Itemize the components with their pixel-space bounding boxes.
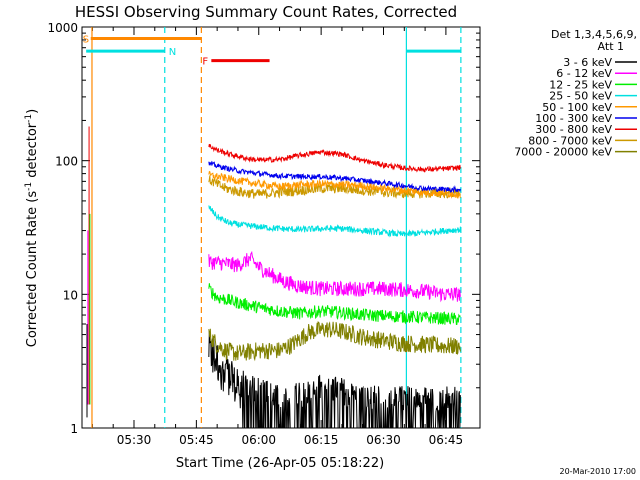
plot-area-frame bbox=[81, 26, 481, 429]
x-tick-label: 06:00 bbox=[241, 433, 276, 447]
y-tick-label: 1 bbox=[70, 422, 78, 436]
series-line-5 bbox=[208, 160, 461, 194]
svg-text:Corrected Count Rate (s-1 dete: Corrected Count Rate (s-1 detector-1) bbox=[24, 109, 40, 347]
x-axis-ticks: 05:30 05:45 06:00 06:15 06:30 06:45 bbox=[91, 27, 464, 447]
legend-label: 7000 - 20000 keV bbox=[514, 146, 612, 159]
chart-title: HESSI Observing Summary Count Rates, Cor… bbox=[75, 3, 457, 21]
x-tick-label: 05:45 bbox=[179, 433, 214, 447]
series-line-4 bbox=[208, 170, 461, 200]
series-line-3 bbox=[208, 205, 461, 238]
flag-bars: S N F bbox=[83, 35, 461, 68]
series-line-1 bbox=[208, 250, 461, 303]
series-line-0 bbox=[208, 330, 461, 429]
x-tick-label: 06:45 bbox=[429, 433, 464, 447]
legend-label: 25 - 50 keV bbox=[549, 90, 612, 103]
legend-label: 50 - 100 keV bbox=[542, 101, 612, 114]
y-tick-label: 10 bbox=[63, 288, 78, 302]
footer-stamp: 20-Mar-2010 17:00 bbox=[560, 467, 637, 476]
interval-boundaries bbox=[86, 27, 462, 428]
flag-label-s: S bbox=[83, 35, 89, 46]
series-lines bbox=[208, 143, 461, 429]
x-tick-label: 06:15 bbox=[304, 433, 339, 447]
legend-label: 3 - 6 keV bbox=[563, 56, 612, 69]
flag-label-n: N bbox=[169, 47, 176, 58]
y-axis-label: Corrected Count Rate (s-1 detector-1) bbox=[24, 109, 40, 347]
legend-label: 12 - 25 keV bbox=[549, 78, 612, 91]
legend-label: 800 - 7000 keV bbox=[528, 134, 612, 147]
legend-header-line2: Att 1 bbox=[598, 40, 624, 53]
y-tick-label: 1000 bbox=[47, 21, 78, 35]
y-tick-label: 100 bbox=[55, 155, 78, 169]
x-tick-label: 06:30 bbox=[366, 433, 401, 447]
series-line-8 bbox=[208, 321, 461, 362]
series-line-6 bbox=[208, 143, 461, 173]
legend-header-line1: Det 1,3,4,5,6,9, bbox=[551, 28, 637, 41]
legend-label: 100 - 300 keV bbox=[535, 112, 612, 125]
series-line-2 bbox=[208, 283, 461, 325]
flag-label-f: F bbox=[202, 57, 208, 68]
x-axis-label: Start Time (26-Apr-05 05:18:22) bbox=[176, 456, 384, 471]
legend-label: 6 - 12 keV bbox=[556, 67, 612, 80]
legend-label: 300 - 800 keV bbox=[535, 123, 612, 136]
y-axis-ticks: 1 10 100 1000 bbox=[47, 21, 480, 436]
x-tick-label: 05:30 bbox=[117, 433, 152, 447]
